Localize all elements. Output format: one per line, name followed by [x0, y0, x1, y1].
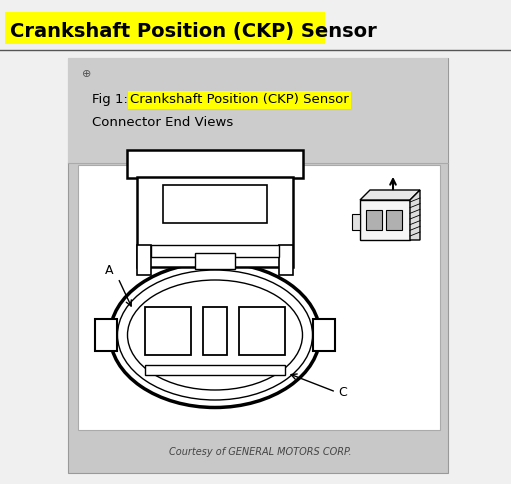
Bar: [145, 365, 285, 375]
Polygon shape: [360, 190, 420, 200]
Bar: [279, 245, 293, 275]
Bar: [5, 12, 325, 44]
Text: ⊕: ⊕: [82, 69, 91, 79]
Bar: [203, 307, 227, 355]
Bar: [127, 150, 303, 178]
Bar: [360, 200, 410, 240]
Bar: [151, 245, 279, 257]
Text: Fig 1:: Fig 1:: [92, 93, 132, 106]
Bar: [95, 319, 117, 351]
Bar: [145, 307, 191, 355]
Bar: [78, 165, 440, 430]
Text: Courtesy of GENERAL MOTORS CORP.: Courtesy of GENERAL MOTORS CORP.: [169, 447, 352, 457]
Text: A: A: [105, 263, 113, 276]
Ellipse shape: [128, 280, 303, 390]
Text: C: C: [338, 387, 347, 399]
Bar: [366, 210, 382, 230]
Bar: [0, 0, 511, 10]
Bar: [137, 177, 293, 267]
Ellipse shape: [110, 262, 320, 408]
Bar: [68, 58, 448, 473]
Bar: [313, 319, 335, 351]
Bar: [68, 58, 448, 163]
Polygon shape: [352, 214, 360, 230]
Bar: [137, 245, 151, 275]
Text: Connector End Views: Connector End Views: [92, 116, 233, 128]
Bar: [386, 210, 402, 230]
Text: Crankshaft Position (CKP) Sensor: Crankshaft Position (CKP) Sensor: [10, 22, 377, 42]
Bar: [163, 185, 267, 223]
Bar: [195, 253, 235, 269]
Text: Crankshaft Position (CKP) Sensor: Crankshaft Position (CKP) Sensor: [130, 93, 349, 106]
Bar: [239, 307, 285, 355]
Polygon shape: [410, 190, 420, 240]
Ellipse shape: [118, 270, 313, 400]
